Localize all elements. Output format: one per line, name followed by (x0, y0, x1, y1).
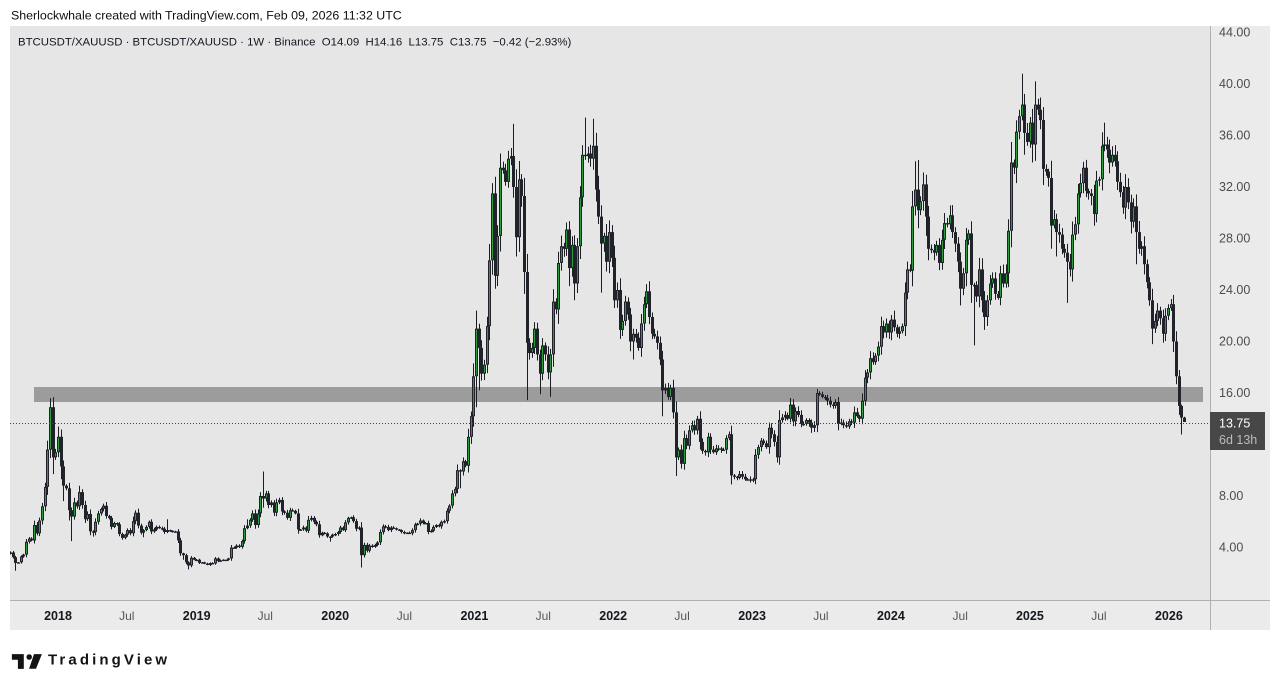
svg-text:28.00: 28.00 (1219, 232, 1250, 246)
svg-text:2023: 2023 (738, 609, 766, 623)
svg-text:BTCUSDT/XAUUSD · BTCUSDT/XAUUS: BTCUSDT/XAUUSD · BTCUSDT/XAUUSD · 1W · B… (18, 37, 572, 49)
svg-text:Jul: Jul (813, 609, 828, 623)
svg-text:40.00: 40.00 (1219, 77, 1250, 91)
svg-text:20.00: 20.00 (1219, 335, 1250, 349)
svg-text:24.00: 24.00 (1219, 283, 1250, 297)
svg-text:Sherlockwhale created with Tra: Sherlockwhale created with TradingView.c… (11, 9, 402, 23)
svg-text:36.00: 36.00 (1219, 129, 1250, 143)
svg-text:44.00: 44.00 (1219, 26, 1250, 40)
svg-text:Jul: Jul (1091, 609, 1106, 623)
svg-text:2020: 2020 (321, 609, 349, 623)
svg-text:Jul: Jul (258, 609, 273, 623)
svg-text:Jul: Jul (397, 609, 412, 623)
svg-text:2026: 2026 (1155, 609, 1183, 623)
svg-text:TradingView: TradingView (48, 652, 170, 669)
svg-text:2019: 2019 (183, 609, 211, 623)
svg-text:Jul: Jul (536, 609, 551, 623)
svg-text:2025: 2025 (1016, 609, 1044, 623)
svg-text:13.75: 13.75 (1219, 417, 1250, 431)
svg-text:16.00: 16.00 (1219, 386, 1250, 400)
svg-text:2024: 2024 (877, 609, 905, 623)
svg-text:2021: 2021 (460, 609, 488, 623)
svg-text:Jul: Jul (674, 609, 689, 623)
svg-text:Jul: Jul (119, 609, 134, 623)
svg-text:4.00: 4.00 (1219, 541, 1243, 555)
svg-text:6d 13h: 6d 13h (1219, 433, 1257, 447)
svg-text:2018: 2018 (44, 609, 72, 623)
svg-text:Jul: Jul (953, 609, 968, 623)
svg-text:32.00: 32.00 (1219, 180, 1250, 194)
svg-text:2022: 2022 (599, 609, 627, 623)
svg-text:8.00: 8.00 (1219, 489, 1243, 503)
